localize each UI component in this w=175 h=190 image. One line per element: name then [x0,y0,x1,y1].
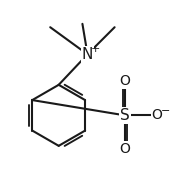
Text: O: O [152,108,162,122]
Text: O: O [119,142,130,156]
Text: −: − [161,106,170,116]
Text: +: + [90,44,100,54]
Text: S: S [120,108,130,123]
Text: N: N [82,47,93,62]
Text: O: O [119,74,130,88]
